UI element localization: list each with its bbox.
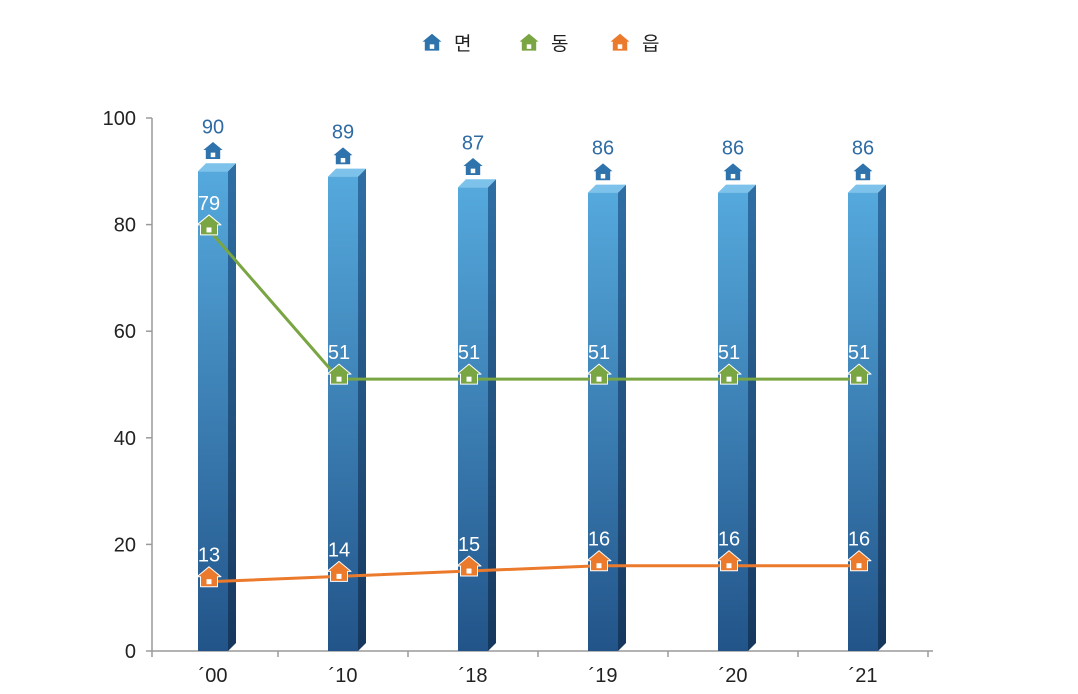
bar: [458, 179, 496, 652]
line-value-label: 15: [458, 534, 480, 556]
x-tick-label: ´19: [589, 665, 618, 687]
line-marker-icon: [716, 363, 742, 385]
bar-value-label: 87: [462, 132, 484, 154]
axes: 0 20 40 60 80 100 ´00 ´10 ´18 ´19 ´20 ´21: [103, 108, 933, 687]
x-tick-label: ´10: [329, 665, 358, 687]
line-marker-icon: [586, 550, 612, 572]
bar-marker-icon: [721, 162, 745, 182]
y-tick-label: 60: [114, 321, 136, 343]
line-marker-icon: [456, 363, 482, 385]
bar-marker-icon: [851, 162, 875, 182]
line-marker-icon: [196, 214, 222, 236]
y-tick-label: 100: [103, 108, 136, 130]
line-marker-icon: [586, 363, 612, 385]
line-value-label: 79: [198, 193, 220, 215]
legend-item: 읍: [608, 32, 659, 55]
x-tick-label: ´00: [199, 665, 228, 687]
line-value-label: 51: [718, 342, 740, 364]
line-value-label: 16: [848, 529, 870, 551]
line-marker-icon: [846, 363, 872, 385]
bar-value-label: 86: [722, 138, 744, 160]
x-tick-label: ´20: [719, 665, 748, 687]
y-tick-label: 80: [114, 215, 136, 237]
y-tick-label: 0: [125, 641, 136, 663]
line-value-label: 51: [848, 342, 870, 364]
bar: [588, 184, 626, 651]
bar: [718, 184, 756, 651]
line-value-label: 14: [328, 539, 350, 561]
x-tick-label: ´21: [849, 665, 878, 687]
x-tick-label: ´18: [459, 665, 488, 687]
line-value-label: 51: [458, 342, 480, 364]
bar-value-label: 86: [852, 138, 874, 160]
bar: [848, 184, 886, 651]
y-tick-label: 40: [114, 428, 136, 450]
legend-house-icon: [420, 32, 444, 52]
y-tick-label: 20: [114, 534, 136, 556]
line-marker-icon: [326, 363, 352, 385]
line-marker-icon: [716, 550, 742, 572]
legend-label: 면: [454, 33, 471, 55]
line-marker-icon: [456, 555, 482, 577]
line-value-label: 13: [198, 545, 220, 567]
line-value-label: 16: [718, 529, 740, 551]
legend-item: 면: [420, 32, 471, 55]
line-value-label: 16: [588, 529, 610, 551]
series-line: [207, 228, 859, 381]
line-value-label: 51: [328, 342, 350, 364]
line-marker-icon: [846, 550, 872, 572]
legend-label: 읍: [642, 34, 659, 55]
line-marker-icon: [196, 566, 222, 588]
bar-value-label: 90: [202, 116, 224, 138]
bar-value-label: 89: [332, 122, 354, 144]
bar-marker-icon: [331, 146, 355, 166]
legend-house-icon: [517, 32, 541, 52]
bar-marker-icon: [461, 156, 485, 176]
legend-item: 동: [517, 32, 568, 55]
line-value-label: 51: [588, 342, 610, 364]
data-labels: 90 89 87 86 86 86 79 51 51 51 51 51 13 14 15 16 16 16: [198, 116, 875, 567]
line-marker-icon: [326, 560, 352, 582]
line-series: [196, 214, 872, 588]
bar-marker-icon: [201, 140, 225, 160]
legend-label: 동: [551, 34, 568, 55]
series-line: [208, 564, 859, 584]
bar-value-label: 86: [592, 138, 614, 160]
bar-marker-icon: [591, 162, 615, 182]
legend-house-icon: [608, 32, 632, 52]
